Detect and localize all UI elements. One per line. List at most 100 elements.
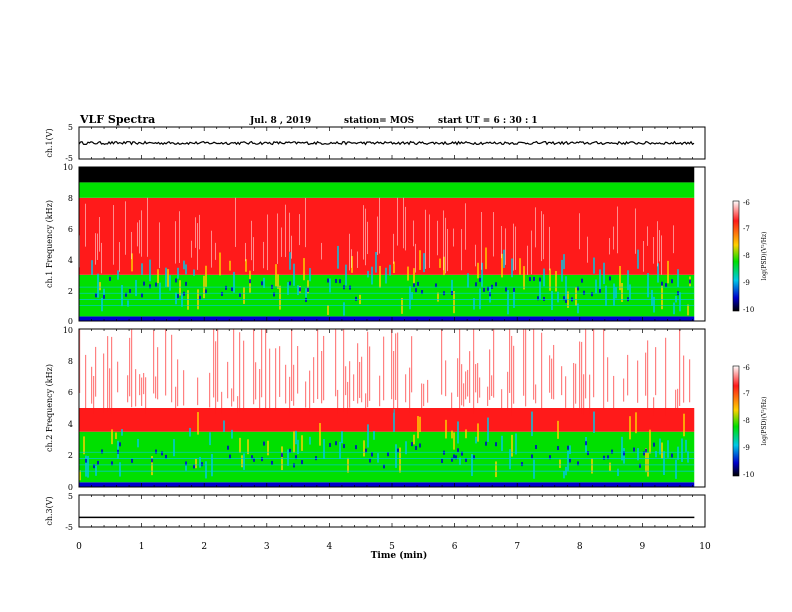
spectrogram-dark-streak bbox=[261, 281, 263, 286]
spectrogram-light-streak bbox=[673, 225, 674, 254]
spectrogram-streak bbox=[501, 253, 503, 278]
spectrogram-dark-streak bbox=[569, 458, 571, 463]
station-label: station= MOS bbox=[344, 116, 414, 126]
spectrogram-sparse-streak bbox=[551, 358, 553, 399]
spectrogram-dark-streak bbox=[643, 451, 645, 456]
spectrogram-sparse-streak bbox=[465, 371, 467, 400]
spectrogram-dark-streak bbox=[419, 443, 421, 448]
spectrogram-sparse-streak bbox=[689, 359, 691, 403]
spectrogram-streak bbox=[417, 416, 419, 439]
spectrogram-dark-streak bbox=[653, 442, 655, 447]
spectrogram-sparse-streak bbox=[451, 392, 453, 410]
spectrogram-sparse-streak bbox=[239, 332, 241, 413]
time-tick-2: 2 bbox=[201, 542, 207, 552]
spectrogram-dark-streak bbox=[295, 455, 297, 460]
time-tick-10: 10 bbox=[699, 542, 711, 552]
spectrogram-streak bbox=[343, 302, 345, 316]
spectrogram-streak bbox=[309, 268, 311, 282]
spectrogram-dark-streak bbox=[355, 296, 357, 301]
spectrogram-light-streak bbox=[481, 211, 482, 270]
spectrogram-streak bbox=[223, 420, 225, 432]
spectrogram-light-streak bbox=[357, 251, 358, 268]
spectrogram-streak bbox=[329, 278, 331, 293]
time-axis-label: Time (min) bbox=[371, 550, 428, 561]
ch1-waveform-panel: 5 -5 ch.1(V) bbox=[45, 123, 706, 163]
spectrogram-streak bbox=[413, 268, 415, 284]
spectrogram-streak bbox=[677, 269, 679, 288]
spectrogram-dark-streak bbox=[161, 451, 163, 456]
spectrogram-dark-streak bbox=[599, 288, 601, 293]
spectrogram-dark-streak bbox=[289, 448, 291, 453]
spectrogram-streak bbox=[539, 281, 541, 299]
spectrogram-dark-streak bbox=[639, 463, 641, 468]
spectrogram-streak bbox=[375, 251, 377, 273]
spectrogram-streak bbox=[543, 268, 545, 287]
ch1-freq-tick-4: 4 bbox=[68, 256, 73, 265]
spectrogram-sparse-streak bbox=[177, 359, 179, 407]
spectrogram-streak bbox=[419, 250, 421, 270]
spectrogram-sparse-streak bbox=[603, 329, 605, 410]
spectrogram-dark-streak bbox=[239, 292, 241, 297]
spectrogram-sparse-streak bbox=[345, 366, 347, 396]
spectrogram-dark-streak bbox=[229, 454, 231, 459]
spectrogram-sparse-streak bbox=[511, 335, 513, 416]
spectrogram-streak bbox=[323, 439, 325, 459]
spectrogram-dark-streak bbox=[335, 441, 337, 446]
spectrogram-light-streak bbox=[379, 197, 380, 254]
time-tick-1: 1 bbox=[139, 542, 145, 552]
spectrogram-streak bbox=[565, 276, 567, 301]
spectrogram-streak bbox=[393, 261, 395, 274]
spectrogram-dark-streak bbox=[451, 457, 453, 462]
spectrogram-dark-streak bbox=[371, 452, 373, 457]
spectrogram-streak bbox=[121, 429, 123, 436]
spectrogram-dark-streak bbox=[355, 445, 357, 450]
spectrogram-dark-streak bbox=[387, 452, 389, 457]
spectrogram-sparse-streak bbox=[253, 329, 255, 405]
start-ut-label: start UT = 6 : 30 : 1 bbox=[438, 116, 538, 126]
spectrogram-dark-streak bbox=[221, 291, 223, 296]
spectrogram-streak bbox=[485, 247, 487, 270]
spectrogram-dark-streak bbox=[539, 277, 541, 282]
spectrogram-light-streak bbox=[195, 217, 196, 248]
spectrogram-streak bbox=[183, 260, 185, 270]
spectrogram-streak bbox=[159, 282, 161, 301]
spectrogram-streak bbox=[101, 297, 103, 312]
spectrogram-dark-streak bbox=[671, 453, 673, 458]
spectrogram-streak bbox=[367, 270, 369, 278]
spectrogram-dark-streak bbox=[109, 276, 111, 281]
spectrogram-light-streak bbox=[659, 230, 660, 262]
time-axis-labels: 0 1 2 3 4 5 6 7 8 9 10 Time (min) bbox=[76, 542, 711, 561]
time-tick-8: 8 bbox=[577, 542, 583, 552]
spectrogram-streak bbox=[137, 438, 139, 448]
spectrogram-sparse-streak bbox=[475, 364, 477, 393]
spectrogram-sparse-streak bbox=[269, 348, 271, 410]
spectrogram-sparse-streak bbox=[623, 378, 625, 402]
spectrogram-sparse-streak bbox=[129, 337, 131, 397]
spectrogram-light-streak bbox=[397, 197, 398, 246]
spectrogram-light-streak bbox=[535, 207, 536, 248]
ch1-cbar-tick-neg6: -6 bbox=[743, 199, 750, 207]
spectrogram-dark-streak bbox=[689, 279, 691, 284]
ch1-cbar-tick-neg9: -9 bbox=[743, 279, 750, 287]
ch3-waveform-frame bbox=[78, 494, 706, 528]
spectrogram-light-streak bbox=[299, 214, 300, 246]
spectrogram-light-streak bbox=[85, 203, 86, 247]
spectrogram-streak bbox=[503, 249, 505, 268]
spectrogram-sparse-streak bbox=[135, 369, 137, 407]
spectrogram-dark-streak bbox=[111, 461, 113, 466]
spectrogram-streak bbox=[205, 461, 207, 479]
spectrogram-streak bbox=[531, 411, 533, 437]
spectrogram-dark-streak bbox=[183, 291, 185, 296]
spectrogram-sparse-streak bbox=[491, 375, 493, 397]
spectrogram-dark-streak bbox=[415, 445, 417, 450]
spectrogram-dark-streak bbox=[505, 287, 507, 292]
spectrogram-streak bbox=[509, 449, 511, 470]
spectrogram-streak bbox=[185, 264, 187, 275]
spectrogram-light-streak bbox=[113, 205, 114, 265]
spectrogram-dark-streak bbox=[329, 442, 331, 447]
spectrogram-sparse-streak bbox=[171, 334, 173, 403]
spectrogram-sparse-streak bbox=[261, 329, 263, 398]
spectrogram-sparse-streak bbox=[457, 358, 459, 397]
spectrogram-light-streak bbox=[137, 222, 138, 247]
spectrogram-streak bbox=[477, 262, 479, 279]
